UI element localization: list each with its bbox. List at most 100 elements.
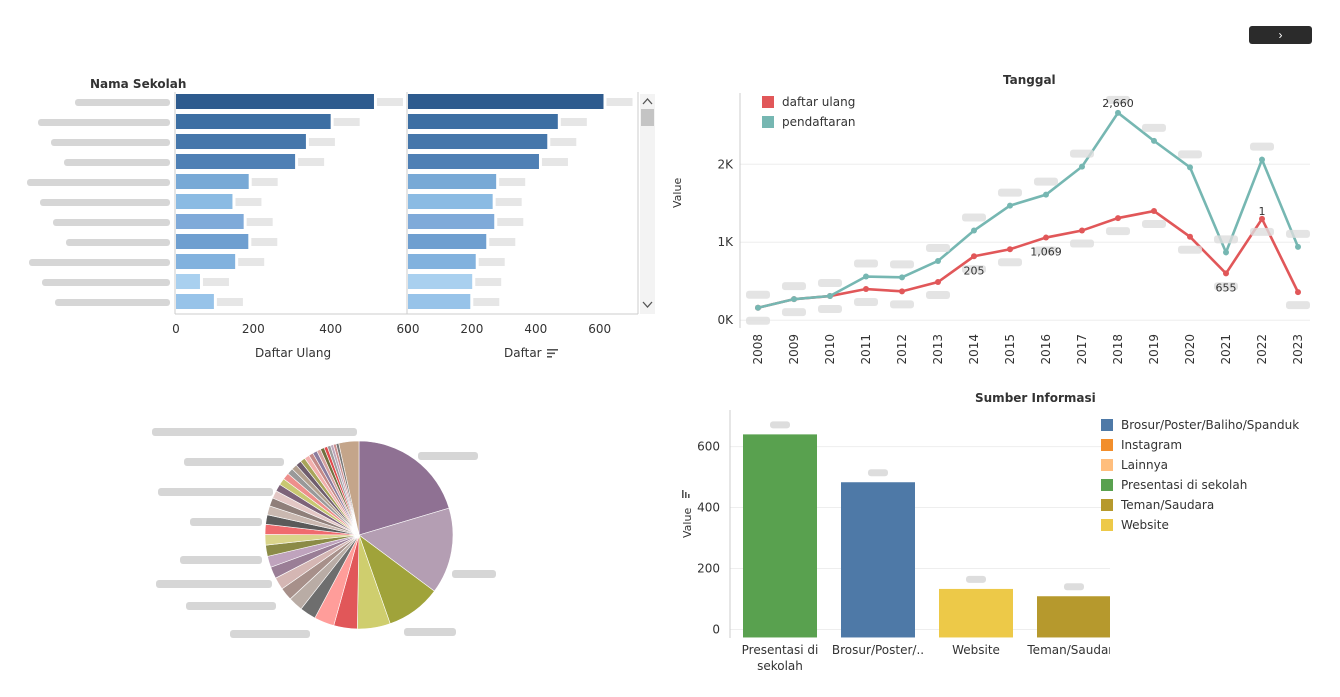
blurred-value-label (473, 298, 500, 306)
data-point[interactable] (863, 286, 869, 293)
bar-website[interactable] (939, 588, 1013, 638)
point-label: 1 (1259, 205, 1266, 218)
series-line-daftar-ulang[interactable] (757, 209, 1300, 309)
data-point[interactable] (755, 304, 761, 311)
data-point[interactable] (935, 257, 941, 264)
bar-daftar-ulang[interactable] (176, 294, 214, 309)
data-point[interactable] (1295, 289, 1301, 296)
series-line-pendaftaran[interactable] (757, 110, 1300, 309)
next-page-button[interactable]: › (1249, 26, 1312, 44)
blurred-point-label (962, 213, 986, 222)
bar-daftar[interactable] (408, 174, 497, 189)
bar-presentasi-di-sekolah[interactable] (743, 434, 817, 638)
data-point[interactable] (1259, 156, 1265, 163)
blurred-point-label (1214, 282, 1238, 291)
data-point[interactable] (863, 273, 869, 280)
blurred-point-label (890, 300, 914, 309)
bar-daftar[interactable] (408, 214, 495, 229)
scroll-down-icon[interactable] (642, 301, 653, 308)
x-tick-label: 2015 (1003, 334, 1017, 365)
bar-daftar-ulang[interactable] (176, 154, 296, 169)
data-point[interactable] (899, 274, 905, 281)
data-point[interactable] (791, 296, 797, 303)
sort-icon[interactable] (681, 489, 693, 499)
bar-brosur-poster-[interactable] (841, 482, 915, 638)
legend-item-lainnya[interactable]: Lainnya (1101, 455, 1299, 475)
data-point[interactable] (1187, 164, 1193, 171)
bar-daftar[interactable] (408, 114, 558, 129)
bar-daftar-ulang[interactable] (176, 214, 244, 229)
legend-item-teman[interactable]: Teman/Saudara (1101, 495, 1299, 515)
bar-daftar[interactable] (408, 134, 548, 149)
data-point[interactable] (971, 253, 977, 260)
bar-daftar-ulang[interactable] (176, 194, 233, 209)
bar-daftar[interactable] (408, 194, 493, 209)
bar-daftar-ulang[interactable] (176, 134, 306, 149)
bar-daftar-ulang[interactable] (176, 174, 249, 189)
bar-daftar-ulang[interactable] (176, 114, 331, 129)
data-point[interactable] (1043, 234, 1049, 241)
data-point[interactable] (1151, 208, 1157, 215)
bar-daftar[interactable] (408, 234, 487, 249)
redacted-slice-label (190, 518, 262, 526)
legend-label: daftar ulang (782, 95, 856, 109)
registration-line-chart: 0K 1K 2K 2008 2009 2010 2011 2012 2013 2014 2015 20… (717, 93, 1310, 365)
data-point[interactable] (827, 293, 833, 300)
data-point[interactable] (1223, 270, 1229, 277)
pie-slice[interactable] (358, 440, 450, 536)
x-tick-label: 600 (397, 322, 420, 336)
data-point[interactable] (1115, 109, 1121, 116)
data-point[interactable] (1115, 215, 1121, 222)
legend-label: Website (1121, 518, 1169, 532)
legend-item-daftar-ulang[interactable]: daftar ulang (762, 92, 856, 112)
bar-teman-saudara[interactable] (1037, 596, 1110, 638)
redacted-school-name (53, 219, 170, 226)
legend-item-website[interactable]: Website (1101, 515, 1299, 535)
blurred-point-label (998, 188, 1022, 197)
redacted-slice-label (184, 458, 284, 466)
blurred-point-label (1214, 235, 1238, 244)
legend-item-presentasi[interactable]: Presentasi di sekolah (1101, 475, 1299, 495)
redacted-slice-label (158, 488, 273, 496)
bar-daftar[interactable] (408, 94, 604, 109)
data-point[interactable] (1079, 227, 1085, 234)
data-point[interactable] (971, 227, 977, 234)
data-point[interactable] (1259, 215, 1265, 222)
bar-daftar-ulang[interactable] (176, 94, 374, 109)
bar-daftar[interactable] (408, 294, 471, 309)
data-point[interactable] (1007, 202, 1013, 209)
data-point[interactable] (935, 279, 941, 285)
legend-label: Instagram (1121, 438, 1183, 452)
legend-item-instagram[interactable]: Instagram (1101, 435, 1299, 455)
data-point[interactable] (1043, 191, 1049, 198)
data-point[interactable] (1007, 246, 1013, 253)
sort-descending-icon[interactable] (546, 347, 560, 359)
left-pane-axis-title: Daftar Ulang (255, 346, 332, 360)
data-point[interactable] (1223, 249, 1229, 256)
x-category-label: Website (952, 643, 1000, 657)
x-category-label: Teman/Saudara (1026, 643, 1110, 657)
pie-slice[interactable] (338, 440, 360, 536)
data-point[interactable] (899, 288, 905, 295)
bar-daftar-ulang[interactable] (176, 254, 236, 269)
legend-swatch (1101, 499, 1113, 511)
scroll-up-icon[interactable] (642, 98, 653, 105)
scrollbar-thumb[interactable] (641, 109, 654, 126)
bar-daftar-ulang[interactable] (176, 274, 200, 289)
bar-daftar-ulang[interactable] (176, 234, 249, 249)
data-point[interactable] (1295, 243, 1301, 250)
data-point[interactable] (1151, 137, 1157, 144)
bar-daftar[interactable] (408, 274, 473, 289)
bar-daftar[interactable] (408, 254, 476, 269)
legend-item-brosur[interactable]: Brosur/Poster/Baliho/Spanduk (1101, 415, 1299, 435)
data-point[interactable] (1079, 163, 1085, 170)
vertical-scrollbar[interactable] (640, 94, 655, 314)
pie-slice[interactable] (358, 507, 454, 592)
blurred-point-label (1178, 245, 1202, 254)
blurred-value-label (541, 158, 568, 166)
bar-daftar[interactable] (408, 154, 539, 169)
legend-item-pendaftaran[interactable]: pendaftaran (762, 112, 856, 132)
line-chart-y-label: Value (671, 177, 684, 208)
redacted-school-name (27, 179, 170, 186)
data-point[interactable] (1187, 233, 1193, 240)
